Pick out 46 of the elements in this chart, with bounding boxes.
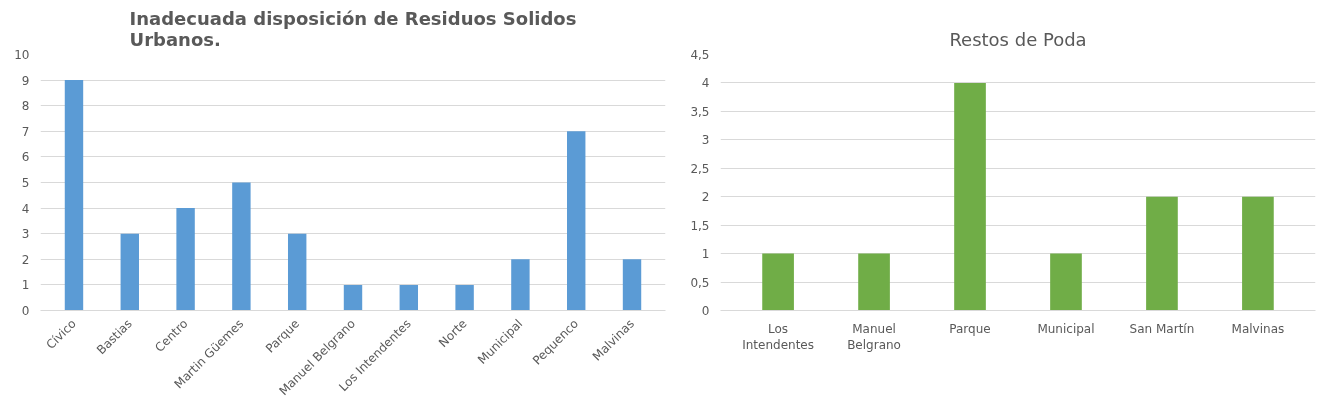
bar [858, 253, 890, 311]
bar [455, 284, 474, 311]
bar [762, 253, 794, 311]
y-tick-label: 8 [21, 99, 30, 114]
y-tick-label: 9 [21, 73, 30, 88]
y-tick-label: 1,5 [690, 218, 710, 233]
y-tick-label: 10 [14, 48, 30, 62]
y-tick-label: 1 [21, 278, 30, 293]
y-tick-label: 3 [701, 133, 710, 148]
y-tick-label: 4,5 [690, 48, 710, 62]
y-tick-label: 2 [21, 252, 30, 267]
bar [622, 259, 642, 311]
y-tick-label: 2,5 [690, 161, 710, 176]
bar [232, 182, 251, 311]
y-tick-label: 0 [701, 304, 710, 318]
y-tick-label: 1 [701, 247, 710, 262]
bar [120, 233, 139, 311]
y-tick-label: 2 [701, 190, 710, 205]
bar [1242, 196, 1274, 311]
y-tick-label: 7 [21, 124, 30, 139]
bar [64, 80, 84, 311]
chart-title: Restos de Poda [949, 28, 1087, 50]
bar [343, 284, 363, 311]
chart-title: Inadecuada disposición de Residuos Solidos Urbanos. [129, 7, 577, 50]
x-tick-label: Los Intendentes [742, 321, 814, 353]
y-tick-label: 5 [21, 176, 30, 190]
y-tick-label: 4 [701, 76, 710, 91]
y-tick-label: 0,5 [690, 275, 710, 290]
x-tick-label: Parque [949, 321, 991, 336]
bar [1050, 253, 1082, 311]
bar [511, 259, 530, 311]
x-tick-label: Municipal [1037, 321, 1095, 336]
y-tick-label: 3,5 [690, 104, 710, 119]
y-tick-label: 4 [21, 201, 30, 216]
x-tick-label: Manuel Belgrano [847, 321, 901, 353]
bar [567, 131, 586, 311]
x-tick-label: San Martín [1129, 321, 1195, 336]
bar [287, 233, 307, 311]
y-tick-label: 3 [21, 227, 30, 242]
x-tick-label: Malvinas [1231, 321, 1285, 336]
bar [399, 284, 419, 311]
bar [176, 208, 195, 311]
y-tick-label: 6 [21, 150, 30, 165]
y-tick-label: 0 [21, 304, 30, 318]
bar [954, 82, 986, 311]
bar [1146, 196, 1178, 311]
